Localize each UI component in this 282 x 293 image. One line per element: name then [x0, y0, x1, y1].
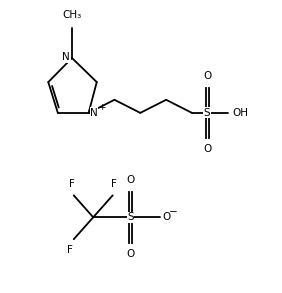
Text: N: N: [63, 52, 70, 62]
Text: F: F: [67, 245, 72, 255]
Text: S: S: [127, 212, 134, 222]
Text: O: O: [203, 144, 211, 154]
Text: F: F: [69, 179, 75, 189]
Text: O: O: [126, 250, 135, 260]
Text: +: +: [98, 103, 105, 113]
Text: OH: OH: [233, 108, 249, 118]
Text: CH₃: CH₃: [62, 10, 81, 20]
Text: N: N: [90, 108, 98, 118]
Text: −: −: [169, 207, 178, 217]
Text: S: S: [204, 108, 210, 118]
Text: O: O: [162, 212, 170, 222]
Text: O: O: [126, 175, 135, 185]
Text: F: F: [111, 179, 117, 189]
Text: O: O: [203, 71, 211, 81]
